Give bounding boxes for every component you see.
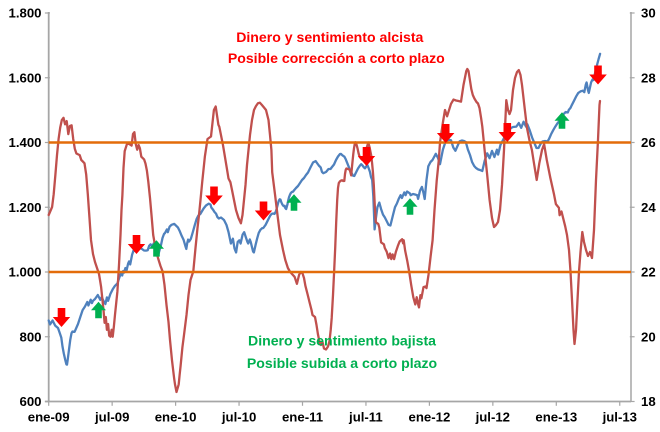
svg-text:jul-13: jul-13 (602, 410, 637, 425)
svg-text:ene-11: ene-11 (282, 410, 323, 425)
svg-text:600: 600 (19, 394, 41, 409)
svg-text:ene-09: ene-09 (28, 410, 70, 425)
svg-text:jul-10: jul-10 (221, 410, 256, 425)
svg-text:1.000: 1.000 (8, 265, 41, 280)
svg-text:1.200: 1.200 (8, 200, 41, 215)
svg-text:jul-09: jul-09 (94, 410, 129, 425)
svg-text:ene-12: ene-12 (409, 410, 451, 425)
svg-text:Dinero y sentimiento bajista: Dinero y sentimiento bajista (248, 333, 436, 349)
svg-text:20: 20 (641, 329, 656, 344)
svg-text:800: 800 (19, 329, 41, 344)
svg-text:26: 26 (641, 135, 656, 150)
svg-text:jul-11: jul-11 (348, 410, 383, 425)
svg-text:30: 30 (641, 6, 656, 21)
svg-text:jul-12: jul-12 (475, 410, 510, 425)
svg-text:ene-10: ene-10 (155, 410, 197, 425)
svg-text:Posible corrección a corto pla: Posible corrección a corto plazo (228, 50, 445, 66)
svg-text:1.400: 1.400 (8, 135, 41, 150)
svg-text:24: 24 (641, 200, 656, 215)
svg-text:1.600: 1.600 (8, 70, 41, 85)
svg-text:1.800: 1.800 (8, 6, 41, 21)
svg-text:Posible subida a corto plazo: Posible subida a corto plazo (247, 355, 438, 371)
svg-text:Dinero y sentimiento alcista: Dinero y sentimiento alcista (236, 29, 423, 45)
svg-text:ene-13: ene-13 (535, 410, 577, 425)
svg-text:22: 22 (641, 265, 656, 280)
svg-text:28: 28 (641, 70, 656, 85)
svg-text:18: 18 (641, 394, 656, 409)
